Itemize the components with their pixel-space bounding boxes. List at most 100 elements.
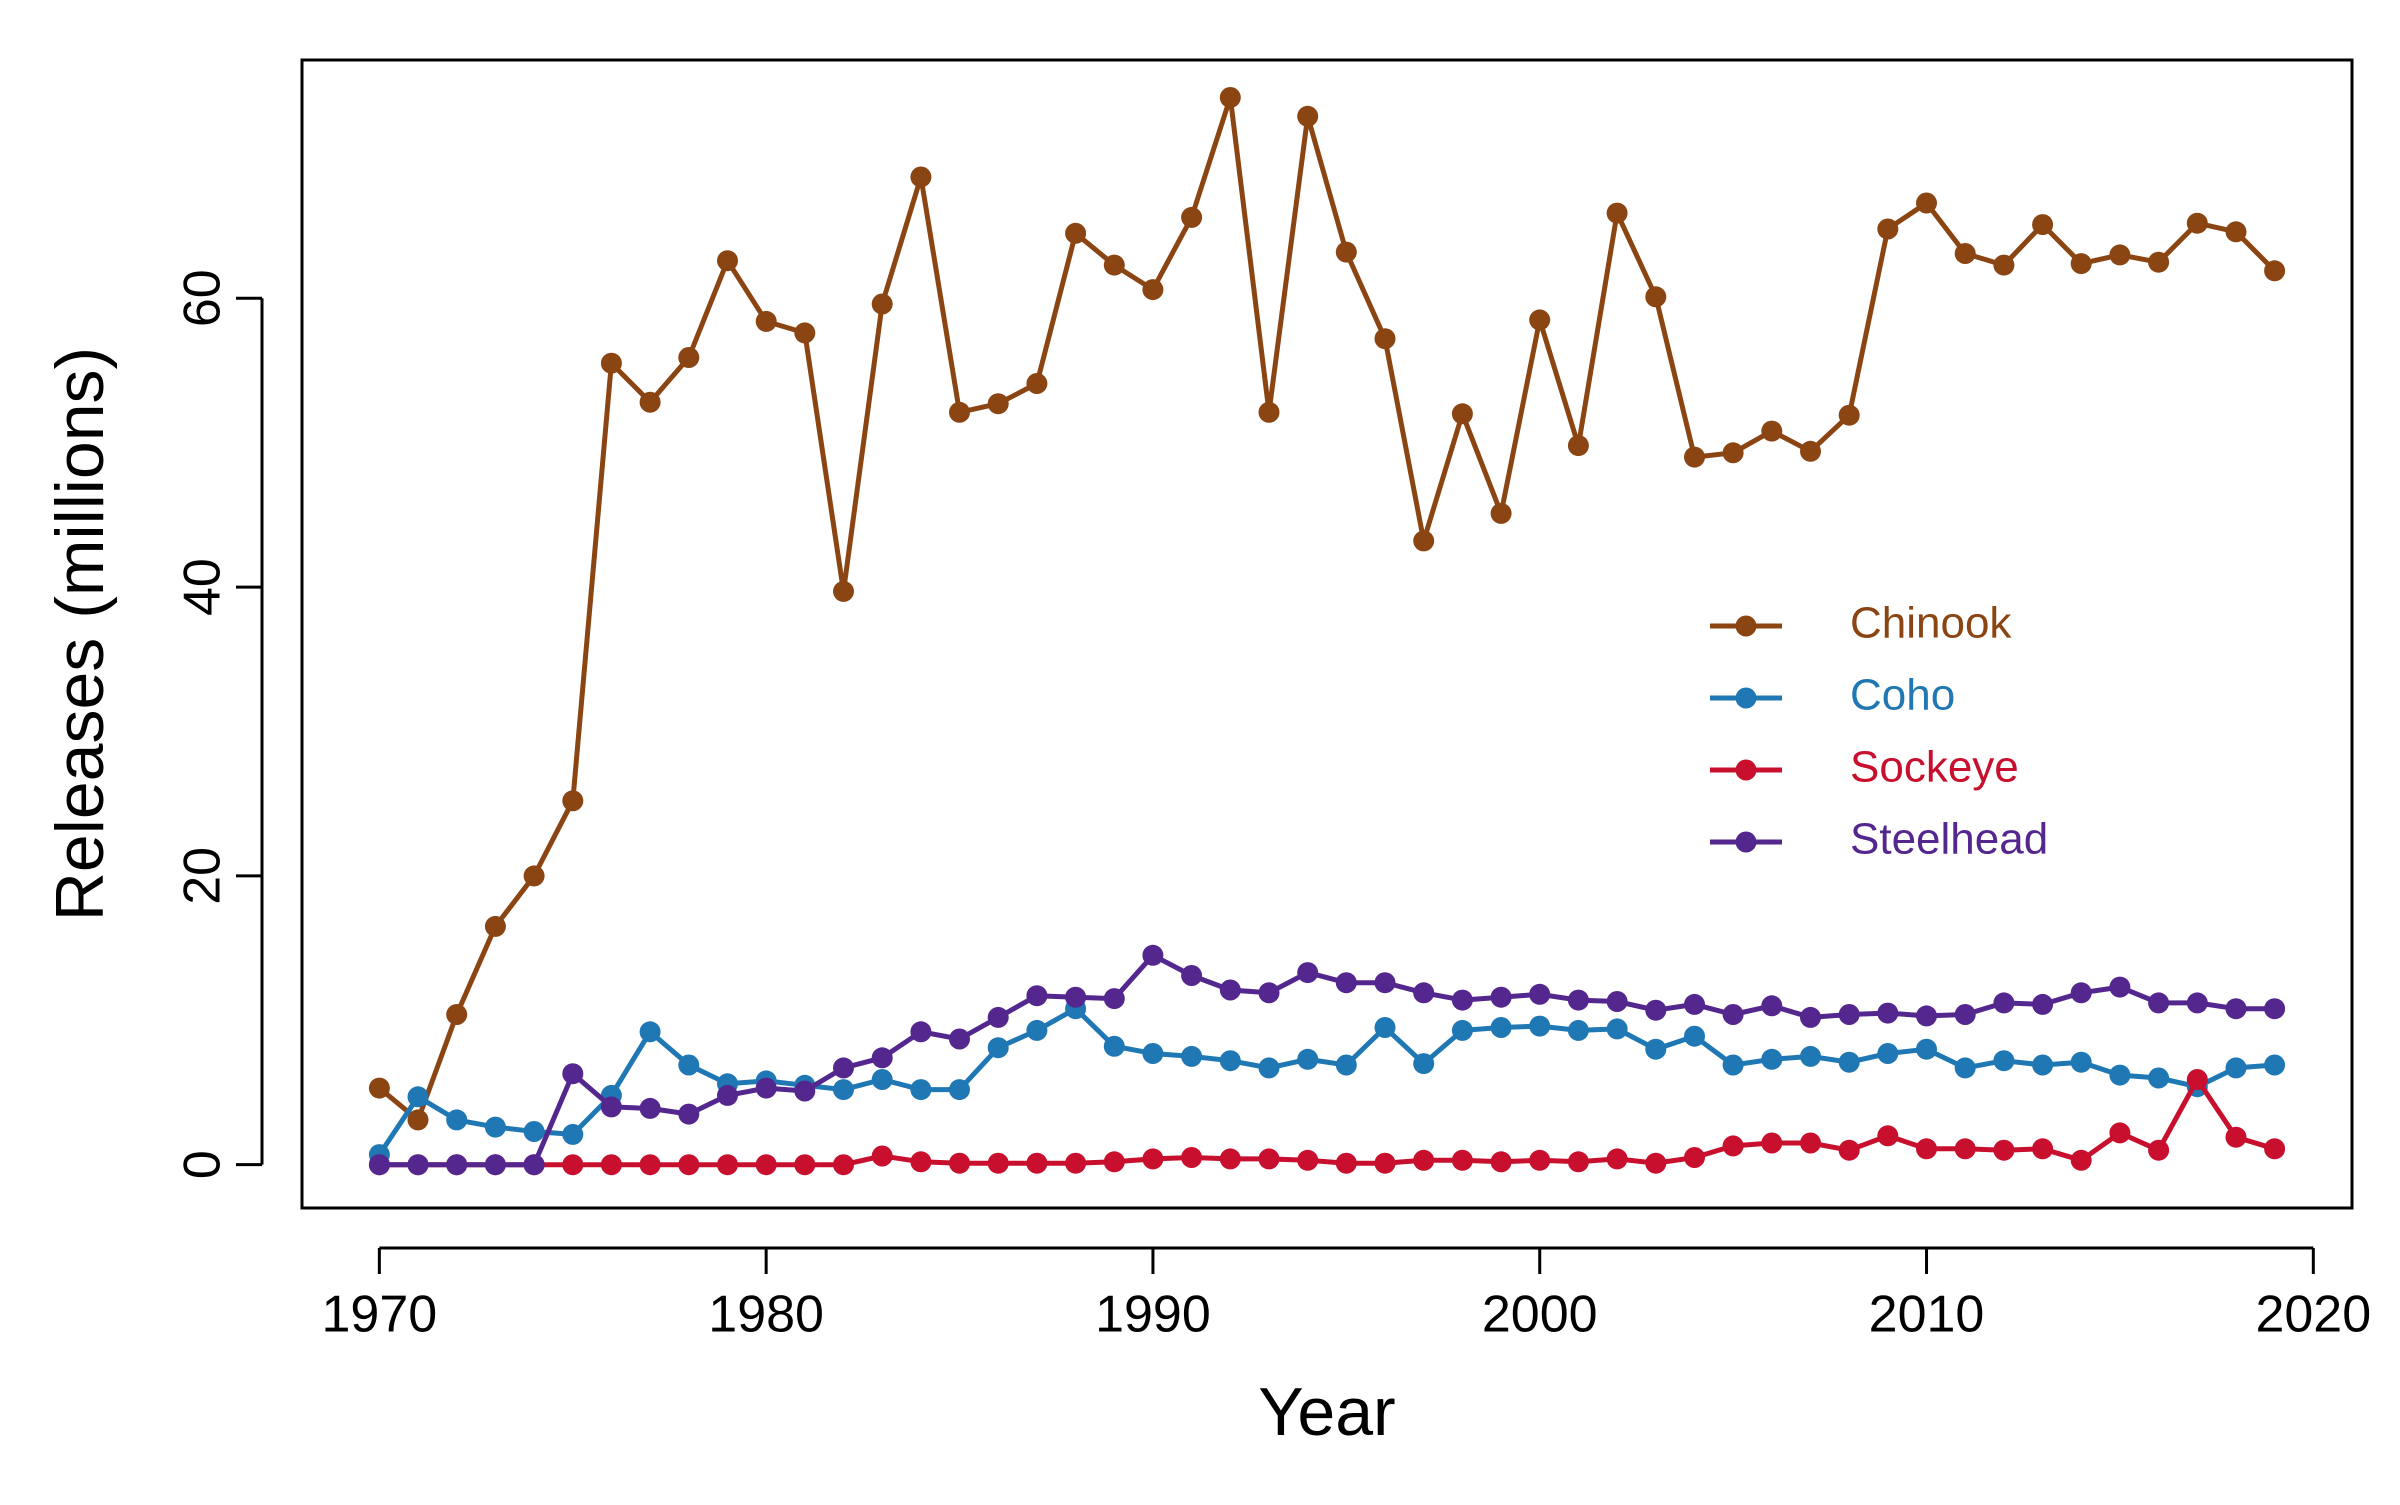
data-point-sockeye: [1335, 1152, 1357, 1174]
data-point-steelhead: [562, 1063, 584, 1085]
x-axis-title: Year: [1258, 1374, 1395, 1450]
data-point-steelhead: [1529, 983, 1551, 1005]
data-point-coho: [1722, 1054, 1744, 1076]
data-point-chinook: [794, 322, 816, 344]
data-point-steelhead: [1103, 988, 1125, 1010]
data-point-chinook: [2109, 244, 2131, 266]
legend-label: Sockeye: [1850, 743, 2019, 792]
data-point-chinook: [523, 865, 545, 887]
data-point-coho: [1297, 1048, 1319, 1070]
data-point-chinook: [1142, 279, 1164, 301]
data-point-steelhead: [1490, 986, 1512, 1008]
data-point-steelhead: [987, 1006, 1009, 1028]
data-point-chinook: [910, 166, 932, 188]
data-point-coho: [1219, 1050, 1241, 1072]
data-point-steelhead: [600, 1096, 622, 1118]
data-point-chinook: [1606, 202, 1628, 224]
data-point-sockeye: [1490, 1151, 1512, 1173]
data-point-chinook: [1374, 328, 1396, 350]
data-point-coho: [1374, 1017, 1396, 1038]
data-point-chinook: [600, 352, 622, 374]
data-point-chinook: [949, 401, 970, 423]
data-point-coho: [833, 1079, 854, 1101]
data-point-steelhead: [1065, 986, 1087, 1008]
data-point-sockeye: [1645, 1152, 1667, 1174]
data-point-steelhead: [1219, 979, 1241, 1001]
data-point-coho: [2225, 1057, 2247, 1079]
data-point-chinook: [1181, 206, 1203, 228]
data-point-chinook: [1258, 401, 1280, 423]
data-point-coho: [1606, 1018, 1628, 1040]
data-point-chinook: [1065, 222, 1087, 244]
data-point-sockeye: [600, 1154, 622, 1176]
data-point-chinook: [1800, 440, 1821, 462]
data-point-chinook: [755, 310, 777, 332]
legend-item-steelhead: Steelhead: [1710, 815, 2048, 864]
legend-item-sockeye: Sockeye: [1710, 743, 2019, 792]
data-point-sockeye: [639, 1154, 661, 1176]
data-point-coho: [2264, 1054, 2286, 1076]
data-point-steelhead: [1297, 962, 1319, 984]
y-axis-title: Releases (millions): [42, 347, 118, 921]
data-point-coho: [949, 1079, 970, 1101]
data-point-coho: [639, 1021, 661, 1043]
data-point-sockeye: [2148, 1139, 2170, 1161]
data-point-chinook: [717, 250, 738, 272]
data-point-steelhead: [2070, 982, 2092, 1004]
data-point-chinook: [1451, 403, 1473, 425]
data-point-steelhead: [2032, 993, 2054, 1015]
data-point-sockeye: [2109, 1122, 2131, 1144]
data-point-chinook: [1993, 254, 2015, 276]
data-point-coho: [2109, 1064, 2131, 1086]
legend-label: Coho: [1850, 671, 1955, 720]
data-point-coho: [1567, 1019, 1589, 1041]
data-point-sockeye: [1142, 1148, 1164, 1170]
data-point-steelhead: [1645, 999, 1667, 1021]
data-point-steelhead: [639, 1097, 661, 1119]
data-point-sockeye: [1451, 1149, 1473, 1171]
data-point-coho: [1335, 1054, 1357, 1076]
data-point-chinook: [2225, 221, 2247, 243]
data-point-sockeye: [1993, 1139, 2015, 1161]
data-point-chinook: [1877, 218, 1899, 240]
data-point-chinook: [1103, 254, 1125, 276]
data-point-coho: [484, 1116, 506, 1138]
data-point-chinook: [2148, 251, 2170, 273]
data-point-steelhead: [2186, 992, 2208, 1014]
data-point-chinook: [1490, 502, 1512, 524]
data-point-chinook: [1529, 309, 1551, 331]
data-point-coho: [1529, 1015, 1551, 1037]
data-point-coho: [1954, 1057, 1976, 1079]
data-point-sockeye: [1413, 1149, 1435, 1171]
legend-swatch-marker: [1735, 615, 1757, 637]
data-point-sockeye: [987, 1152, 1009, 1174]
data-point-steelhead: [407, 1154, 429, 1176]
data-point-chinook: [1335, 241, 1357, 263]
data-point-coho: [1490, 1017, 1512, 1038]
data-point-steelhead: [1606, 991, 1628, 1012]
data-point-chinook: [368, 1077, 390, 1099]
data-point-steelhead: [1684, 993, 1705, 1015]
data-point-chinook: [639, 391, 661, 413]
x-tick-label: 2010: [1869, 1286, 1985, 1344]
data-point-chinook: [1645, 286, 1667, 308]
data-point-steelhead: [446, 1154, 468, 1176]
series-line-chinook: [377, 95, 2277, 1123]
data-point-coho: [678, 1054, 700, 1076]
data-point-coho: [446, 1109, 468, 1131]
legend-item-chinook: Chinook: [1710, 599, 2012, 648]
data-point-chinook: [1684, 446, 1705, 468]
data-point-steelhead: [523, 1154, 545, 1176]
data-point-chinook: [1722, 442, 1744, 464]
data-point-coho: [562, 1123, 584, 1145]
data-point-chinook: [1838, 404, 1860, 426]
data-point-chinook: [484, 915, 506, 937]
data-point-sockeye: [1722, 1135, 1744, 1157]
data-point-sockeye: [1800, 1132, 1821, 1154]
series-steelhead: [368, 944, 2286, 1176]
data-point-sockeye: [871, 1145, 893, 1167]
data-point-sockeye: [1954, 1138, 1976, 1160]
data-point-coho: [1800, 1045, 1821, 1067]
